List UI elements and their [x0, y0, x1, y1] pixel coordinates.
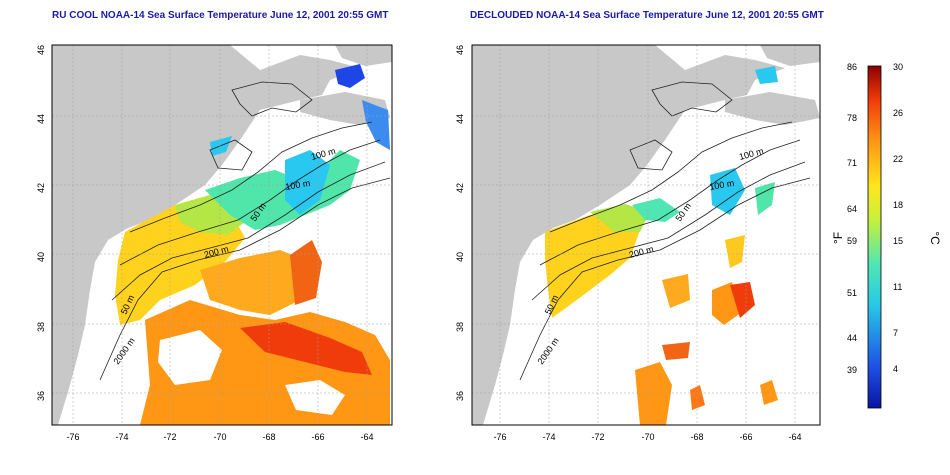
fahrenheit-tick: 39 — [847, 365, 857, 375]
left-contour-label-2: 100 m — [285, 178, 311, 192]
right-lon-tick: -76 — [493, 432, 506, 442]
fahrenheit-ticks: 86 78 71 64 59 51 44 39 — [847, 62, 857, 375]
left-lat-axis: 46 44 42 40 38 36 — [36, 45, 46, 401]
celsius-tick: 30 — [893, 62, 903, 72]
right-lat-tick: 40 — [455, 252, 465, 262]
left-lat-tick: 40 — [36, 252, 46, 262]
right-map-frame — [471, 44, 821, 426]
right-lon-tick: -66 — [739, 432, 752, 442]
left-lon-tick: -74 — [115, 432, 128, 442]
left-lat-tick: 46 — [36, 45, 46, 55]
right-lon-tick: -64 — [788, 432, 801, 442]
fahrenheit-tick: 86 — [847, 62, 857, 72]
left-lat-tick: 42 — [36, 183, 46, 193]
fahrenheit-tick: 51 — [847, 288, 857, 298]
celsius-tick: 26 — [893, 108, 903, 118]
right-lon-axis: -76 -74 -72 -70 -68 -66 -64 — [493, 432, 801, 442]
left-lon-tick: -64 — [360, 432, 373, 442]
right-lat-tick: 42 — [455, 183, 465, 193]
right-lat-tick: 36 — [455, 391, 465, 401]
right-land — [472, 45, 785, 425]
right-lon-tick: -72 — [591, 432, 604, 442]
fahrenheit-tick: 78 — [847, 113, 857, 123]
fahrenheit-label: °F — [831, 232, 845, 244]
celsius-tick: 22 — [893, 154, 903, 164]
fahrenheit-tick: 59 — [847, 236, 857, 246]
celsius-label: °C — [928, 231, 942, 245]
left-land — [52, 45, 360, 425]
right-lon-tick: -68 — [690, 432, 703, 442]
left-lon-tick: -66 — [311, 432, 324, 442]
fahrenheit-tick: 71 — [847, 158, 857, 168]
left-lon-tick: -76 — [66, 432, 79, 442]
left-lat-tick: 44 — [36, 114, 46, 124]
celsius-ticks: 30 26 22 18 15 11 7 4 — [893, 62, 903, 374]
right-lon-tick: -70 — [641, 432, 654, 442]
celsius-tick: 11 — [893, 282, 902, 292]
right-map-title: DECLOUDED NOAA-14 Sea Surface Temperatur… — [470, 10, 824, 21]
left-map: 100 m 100 m 50 m 200 m 50 m 2000 m 46 44… — [36, 44, 393, 442]
fahrenheit-tick: 44 — [847, 333, 857, 343]
left-lon-tick: -72 — [163, 432, 176, 442]
right-lat-tick: 44 — [455, 114, 465, 124]
left-lon-tick: -68 — [262, 432, 275, 442]
left-map-frame — [51, 44, 393, 426]
left-lon-axis: -76 -74 -72 -70 -68 -66 -64 — [66, 432, 373, 442]
right-lon-tick: -74 — [542, 432, 555, 442]
celsius-tick: 7 — [893, 328, 898, 338]
colorbar-gradient — [867, 65, 882, 409]
right-lat-tick: 46 — [455, 45, 465, 55]
celsius-tick: 18 — [893, 200, 903, 210]
celsius-tick: 4 — [893, 364, 898, 374]
right-lat-tick: 38 — [455, 322, 465, 332]
colorbar: 86 78 71 64 59 51 44 39 30 26 22 18 15 1… — [831, 62, 942, 409]
left-lat-tick: 36 — [36, 391, 46, 401]
right-lat-axis: 46 44 42 40 38 36 — [455, 45, 465, 401]
left-map-title: RU COOL NOAA-14 Sea Surface Temperature … — [52, 10, 389, 21]
left-lat-tick: 38 — [36, 322, 46, 332]
right-contour-label-2: 100 m — [709, 178, 735, 192]
right-map: 100 m 100 m 50 m 200 m 50 m 2000 m 46 44… — [455, 44, 821, 442]
left-lon-tick: -70 — [213, 432, 226, 442]
fahrenheit-tick: 64 — [847, 204, 857, 214]
celsius-tick: 15 — [893, 236, 903, 246]
